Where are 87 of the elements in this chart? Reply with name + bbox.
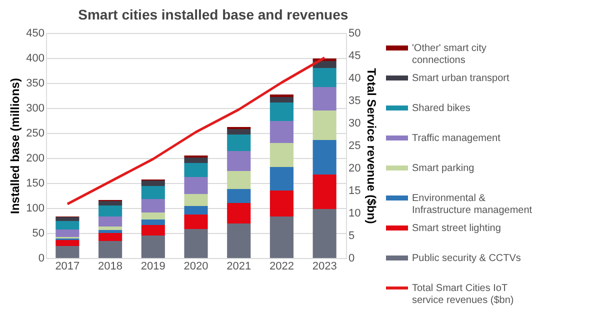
y-tick-label: 0 xyxy=(38,252,44,264)
x-tick-label: 2023 xyxy=(312,260,337,272)
bar xyxy=(141,199,165,212)
bar xyxy=(227,134,251,151)
legend-label: Shared bikes xyxy=(412,103,470,114)
bar xyxy=(270,216,294,258)
bar xyxy=(270,167,294,190)
y2-tick-label: 5 xyxy=(348,230,355,242)
bar xyxy=(184,194,208,206)
bar xyxy=(312,140,336,174)
bar xyxy=(227,171,251,189)
y2-tick-label: 45 xyxy=(348,50,361,62)
bar xyxy=(184,229,208,258)
y-tick-label: 150 xyxy=(26,178,44,190)
y-tick-label: 100 xyxy=(26,202,44,214)
legend-label: Smart parking xyxy=(412,163,474,174)
bar xyxy=(141,225,165,236)
y-tick-label: 50 xyxy=(32,228,44,240)
x-tick-label: 2018 xyxy=(98,260,123,272)
legend-label: Public security & CCTVs xyxy=(412,253,521,264)
y-tick-label: 350 xyxy=(26,78,44,90)
bar xyxy=(98,206,122,216)
y-tick-label: 400 xyxy=(26,52,44,64)
y2-tick-label: 25 xyxy=(348,140,361,152)
y-tick-label: 200 xyxy=(26,152,44,164)
bar xyxy=(98,241,122,258)
bar xyxy=(184,206,208,214)
bar xyxy=(98,201,122,206)
bar xyxy=(184,214,208,229)
bar xyxy=(227,189,251,203)
x-tick-label: 2019 xyxy=(140,260,166,272)
bar xyxy=(141,186,165,199)
bar xyxy=(56,230,80,237)
bar xyxy=(270,143,294,167)
bar xyxy=(227,129,251,134)
y-tick-label: 300 xyxy=(26,102,44,114)
legend-label: Traffic management xyxy=(412,133,501,144)
bar xyxy=(56,217,80,221)
bar xyxy=(184,163,208,177)
bar xyxy=(312,209,336,258)
bar xyxy=(227,151,251,171)
line-series xyxy=(66,56,326,206)
bar xyxy=(227,203,251,224)
y-tick-label: 450 xyxy=(26,28,44,40)
bar xyxy=(270,102,294,121)
bar xyxy=(141,180,165,186)
y2-tick-label: 15 xyxy=(348,185,361,197)
x-tick-label: 2017 xyxy=(55,260,80,272)
y-tick-label: 250 xyxy=(26,128,44,140)
y2-tick-label: 20 xyxy=(348,162,361,174)
legend-label: 'Other' smart city connections xyxy=(412,43,486,66)
bar xyxy=(270,190,294,216)
legend-label: Smart urban transport xyxy=(412,73,510,84)
bar xyxy=(312,68,336,87)
y2-tick-label: 10 xyxy=(348,208,361,220)
y2-tick-label: 0 xyxy=(348,252,355,264)
bar xyxy=(56,240,80,246)
bar xyxy=(98,226,122,230)
bar xyxy=(312,174,336,209)
x-tick-label: 2020 xyxy=(184,260,208,272)
chart-title: Smart cities installed base and revenues xyxy=(78,6,348,22)
legend-label: Total Smart Cities IoT service revenues ($bn) xyxy=(412,283,514,306)
bar xyxy=(98,233,122,241)
bar xyxy=(141,236,165,258)
bar xyxy=(56,246,80,258)
bar xyxy=(56,221,80,230)
bar xyxy=(98,230,122,233)
legend-label: Environmental & Infrastructure management xyxy=(412,193,532,216)
bar xyxy=(184,158,208,163)
bar xyxy=(270,121,294,143)
legend-label: Smart street lighting xyxy=(412,223,501,234)
bar xyxy=(270,97,294,102)
bar xyxy=(312,87,336,110)
y2-tick-label: 50 xyxy=(348,28,361,40)
y2-tick-label: 35 xyxy=(348,95,361,107)
bar xyxy=(184,177,208,194)
y2-axis-title: Total Service revenue ($bn) xyxy=(364,68,379,224)
bar xyxy=(98,216,122,226)
y-axis-title: Installed base (millions) xyxy=(8,78,22,214)
bar xyxy=(141,212,165,220)
y2-tick-label: 30 xyxy=(348,118,361,130)
x-tick-label: 2022 xyxy=(269,260,294,272)
y2-tick-label: 40 xyxy=(348,72,361,84)
bar xyxy=(227,224,251,258)
bar xyxy=(141,220,165,225)
bar xyxy=(312,110,336,140)
x-tick-label: 2021 xyxy=(226,260,252,272)
